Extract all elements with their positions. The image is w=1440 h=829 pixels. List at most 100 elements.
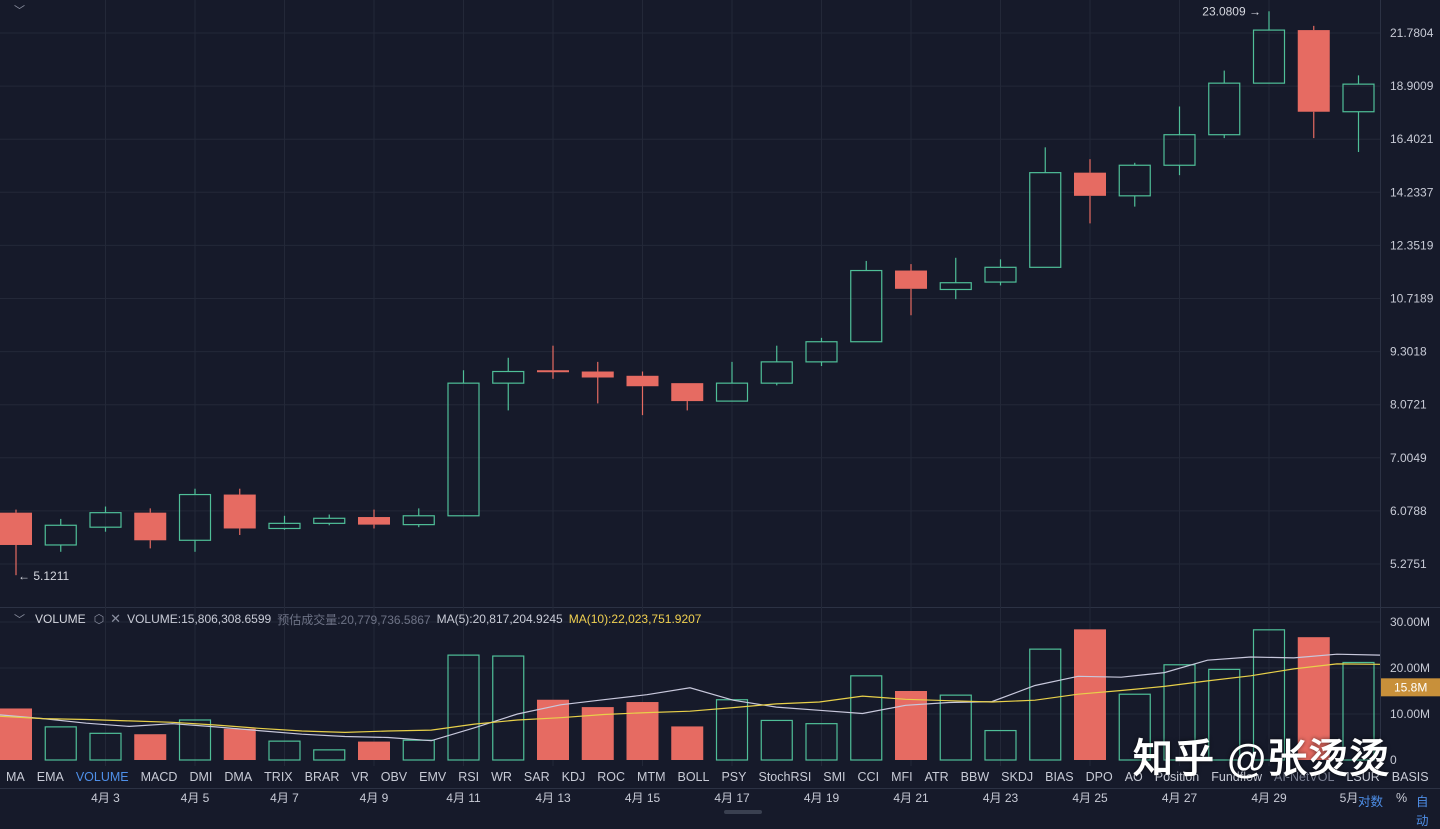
candle-body: [1074, 172, 1106, 196]
indicator-tab-ema[interactable]: EMA: [36, 770, 64, 784]
volume-ma10-value: MA(10):22,023,751.9207: [568, 612, 702, 626]
settings-icon[interactable]: ⬡: [93, 612, 105, 626]
candle: [939, 257, 972, 300]
volume-bar: [492, 655, 525, 761]
volume-bar: [1208, 668, 1241, 761]
indicator-tab-mtm[interactable]: MTM: [637, 770, 666, 784]
indicator-tab-ai-netvol[interactable]: AI-NetVOL: [1273, 770, 1335, 784]
date-tick-label: 4月 7: [270, 791, 299, 805]
date-tick-label: 4月 23: [983, 791, 1019, 805]
indicator-tab-sar[interactable]: SAR: [523, 770, 550, 784]
indicator-tab-obv[interactable]: OBV: [380, 770, 408, 784]
indicator-tab-lsur[interactable]: LSUR: [1346, 770, 1380, 784]
date-tick-label: 5月: [1340, 791, 1359, 805]
candle: [1074, 159, 1106, 224]
indicator-tab-vr[interactable]: VR: [351, 770, 369, 784]
time-scroll-handle[interactable]: [724, 810, 762, 814]
price-axis: 21.7804 18.9009 16.4021 14.2337 12.3519 10.71…: [1390, 26, 1434, 571]
candle: [715, 361, 749, 402]
indicator-tab-roc[interactable]: ROC: [597, 770, 626, 784]
indicator-tab-cci[interactable]: CCI: [857, 770, 880, 784]
indicator-tab-volume[interactable]: VOLUME: [75, 770, 129, 784]
date-tick-label: 4月 9: [360, 791, 389, 805]
candle-body: [1297, 30, 1330, 112]
date-tick-label: 4月 29: [1251, 791, 1287, 805]
close-icon[interactable]: ✕: [110, 611, 122, 626]
indicator-tab-skdj[interactable]: SKDJ: [1001, 770, 1034, 784]
candle-body: [1208, 82, 1241, 136]
volume-bar: [1118, 693, 1151, 761]
indicator-tab-position[interactable]: Position: [1154, 770, 1200, 784]
date-axis: 4月 3 4月 5 4月 7 4月 9 4月 11 4月 13 4月 15 4月 17 4月 1…: [91, 791, 1358, 805]
indicator-tab-dpo[interactable]: DPO: [1085, 770, 1113, 784]
price-tick-label: 12.3519: [1390, 238, 1434, 252]
indicator-tab-boll[interactable]: BOLL: [677, 770, 710, 784]
candle: [1297, 25, 1330, 139]
grid-lines: [0, 0, 1440, 789]
chevron-down-icon[interactable]: ﹀: [14, 614, 25, 626]
candle-body: [1342, 83, 1375, 113]
volume-tick-label: 30.00M: [1390, 615, 1430, 629]
indicator-tab-emv[interactable]: EMV: [419, 770, 447, 784]
candle-body: [1118, 164, 1151, 197]
indicator-tab-psy[interactable]: PSY: [721, 770, 747, 784]
candle-body: [178, 493, 212, 541]
candle: [358, 509, 390, 529]
volume-bar: [626, 702, 659, 760]
indicator-tab-fundflow[interactable]: Fundflow: [1211, 770, 1262, 784]
candle: [44, 518, 77, 552]
date-tick-label: 4月 15: [625, 791, 661, 805]
indicator-tab-stochrsi[interactable]: StochRSI: [758, 770, 812, 784]
candle-body: [0, 512, 32, 545]
candle: [402, 508, 435, 528]
candle-body: [447, 382, 480, 517]
price-tick-label: 14.2337: [1390, 185, 1434, 199]
volume-tick-label: 10.00M: [1390, 707, 1430, 721]
price-tick-label: 18.9009: [1390, 79, 1434, 93]
indicator-tab-mfi[interactable]: MFI: [891, 770, 913, 784]
candle-body: [1252, 29, 1286, 84]
indicator-tab-ma[interactable]: MA: [6, 770, 25, 784]
indicator-tab-bbw[interactable]: BBW: [960, 770, 990, 784]
indicator-tab-atr[interactable]: ATR: [924, 770, 949, 784]
price-tick-label: 5.2751: [1390, 557, 1427, 571]
indicator-tab-brar[interactable]: BRAR: [304, 770, 340, 784]
indicator-tab-macd[interactable]: MACD: [140, 770, 178, 784]
indicator-tab-dma[interactable]: DMA: [224, 770, 253, 784]
indicator-tab-kdj[interactable]: KDJ: [561, 770, 586, 784]
candle-body: [134, 512, 167, 541]
volume-bar: [358, 741, 390, 760]
volume-bar: [760, 719, 793, 761]
candle-body: [581, 371, 614, 378]
price-tick-label: 7.0049: [1390, 451, 1427, 465]
indicator-tab-smi[interactable]: SMI: [823, 770, 846, 784]
volume-bar: [1342, 661, 1375, 761]
candle-body: [1029, 172, 1062, 268]
volume-bar: [939, 694, 972, 761]
volume-bar: [402, 739, 435, 761]
indicator-tab-wr[interactable]: WR: [491, 770, 512, 784]
candle-body: [358, 517, 390, 525]
volume-indicator-name: VOLUME: [35, 612, 86, 626]
candle: [1252, 11, 1286, 84]
volume-ma-lines: [0, 653, 1381, 742]
indicator-tab-dmi[interactable]: DMI: [189, 770, 213, 784]
volume-tick-label: 20.00M: [1390, 661, 1430, 675]
indicator-tab-trix[interactable]: TRIX: [264, 770, 293, 784]
candle: [1342, 75, 1375, 153]
log-scale-toggle[interactable]: 对数: [1358, 795, 1384, 809]
indicator-tab-ao[interactable]: AO: [1124, 770, 1143, 784]
volume-estimate: 预估成交量:20,779,736.5867: [277, 612, 431, 627]
candle: [1208, 70, 1241, 139]
candle: [895, 264, 927, 316]
candle-body: [760, 361, 793, 384]
date-tick-label: 4月 13: [535, 791, 571, 805]
auto-scale-toggle[interactable]: 自动: [1416, 795, 1429, 828]
percent-scale-toggle[interactable]: %: [1396, 791, 1408, 805]
indicator-tab-rsi[interactable]: RSI: [458, 770, 480, 784]
indicator-tab-basis[interactable]: BASIS: [1391, 770, 1429, 784]
volume-bar: [44, 726, 77, 761]
chevron-down-icon[interactable]: ﹀: [14, 5, 25, 17]
indicator-tab-bias[interactable]: BIAS: [1045, 770, 1074, 784]
